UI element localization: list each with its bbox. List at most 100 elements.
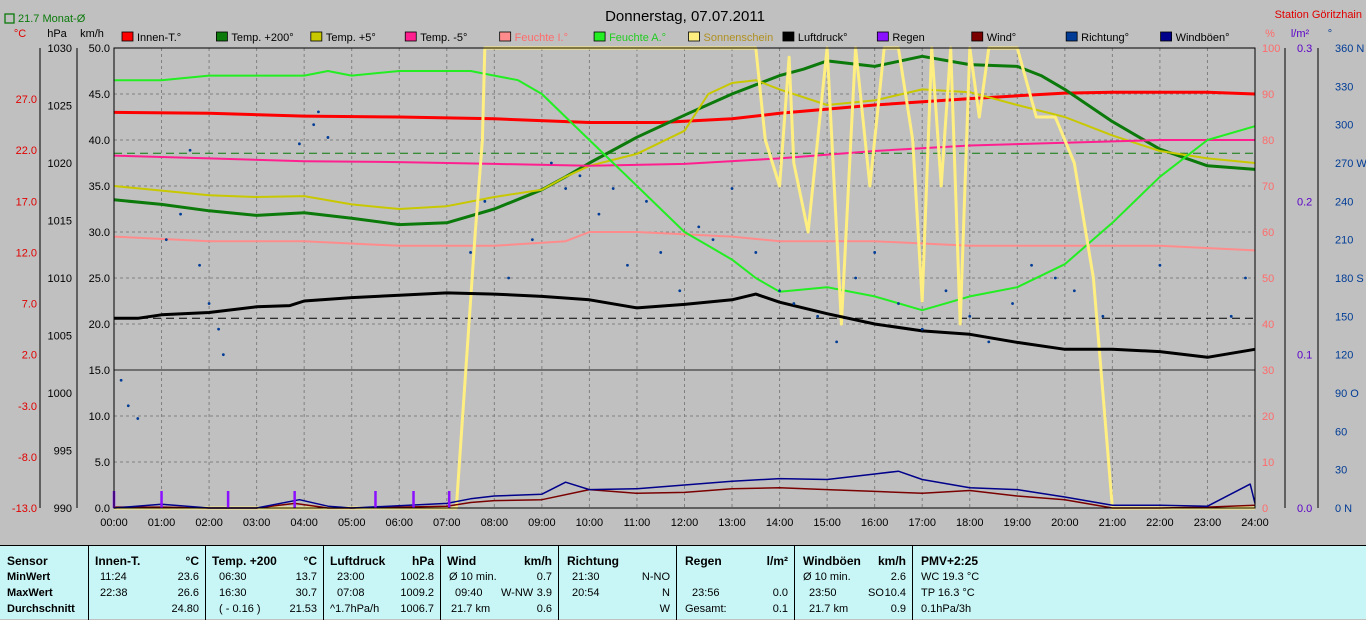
- tick-kmh: 45.0: [89, 89, 110, 101]
- stats-pmv: PMV+2:25 WC 19.3 °C TP 16.3 °C 0.1hPa/3h: [912, 546, 1030, 620]
- direction-point: [1011, 302, 1014, 305]
- direction-point: [626, 263, 629, 267]
- direction-point: [754, 251, 758, 254]
- direction-point: [678, 289, 682, 293]
- direction-point: [164, 238, 168, 242]
- stats-time: 20:54: [572, 587, 600, 599]
- stats-value: 2.6: [890, 571, 906, 583]
- row-label: MaxWert: [7, 587, 53, 599]
- series-temp-5: [113, 79, 1256, 210]
- legend-swatch: [971, 31, 984, 42]
- legend-swatch: [876, 31, 889, 42]
- tick-hpa: 1015: [48, 216, 72, 228]
- direction-point: [469, 251, 472, 254]
- stats-time: 07:08: [337, 587, 365, 599]
- stats-temp: Temp. +200 °C 06:30 13.7 16:30 30.7 ( - 0.1…: [205, 546, 323, 620]
- legend-swatch: [216, 31, 228, 42]
- legend-label: Luftdruck°: [798, 32, 848, 44]
- direction-point: [816, 314, 820, 318]
- axis-lines: [39, 48, 1319, 508]
- monthly-avg-label: 21.7 Monat-Ø: [18, 13, 86, 25]
- stats-unit: °C: [185, 554, 199, 568]
- stats-dir: SO: [868, 587, 884, 599]
- stats-header: Richtung: [567, 554, 619, 568]
- legend-swatch: [593, 31, 606, 42]
- direction-point: [944, 289, 948, 293]
- tick-x: 18:00: [956, 517, 984, 529]
- stats-value: 0.6: [536, 603, 552, 615]
- direction-point: [530, 238, 534, 242]
- unit-lm2: l/m²: [1291, 28, 1310, 40]
- stats-time: 23:00: [337, 571, 365, 583]
- tick-x: 19:00: [1004, 517, 1032, 529]
- tick-celsius: 12.0: [16, 247, 37, 259]
- stats-sensor: Sensor MinWert MaxWert Durchschnitt: [0, 546, 88, 620]
- unit-kmh: km/h: [80, 28, 104, 40]
- tick-degree: 360 N: [1335, 43, 1364, 55]
- stats-time: 09:40: [455, 587, 483, 599]
- stats-windboeen: Windböen km/h Ø 10 min. 2.6 23:50 SO 10.4 21…: [794, 546, 912, 620]
- stats-value: 0.1: [772, 603, 788, 615]
- stats-time: 23:56: [692, 587, 720, 599]
- tick-degree: 240: [1335, 196, 1353, 208]
- series-innen-t: [113, 90, 1256, 124]
- direction-point: [1101, 314, 1105, 318]
- legend-swatch: [688, 31, 700, 42]
- stats-unit: l/m²: [766, 554, 788, 568]
- series-windb-en: [113, 470, 1256, 509]
- stats-header: Temp. +200: [212, 554, 277, 568]
- stats-dir: W-NW: [501, 587, 534, 599]
- stats-value: 26.6: [177, 587, 199, 599]
- tick-degree: 150: [1335, 311, 1353, 323]
- stats-header: Luftdruck: [330, 554, 386, 568]
- tick-celsius: 22.0: [16, 145, 37, 157]
- stats-innen: Innen-T. °C 11:24 23.6 22:38 26.6 24.80: [88, 546, 205, 620]
- series-luftdruck: [114, 291, 1256, 359]
- tick-kmh: 25.0: [89, 273, 110, 285]
- stats-time: ( - 0.16 ): [219, 603, 261, 615]
- direction-point: [968, 314, 972, 318]
- stats-time: 06:30: [219, 571, 247, 583]
- station-name: Station Göritzhain: [1275, 9, 1362, 21]
- stats-time: Ø 10 min.: [449, 571, 497, 583]
- direction-point: [778, 289, 781, 293]
- tick-percent: 0: [1262, 503, 1268, 515]
- tick-x: 14:00: [766, 517, 794, 529]
- stats-value: N-NO: [641, 571, 670, 583]
- tick-lm2: 0.1: [1297, 350, 1312, 362]
- tick-percent: 80: [1262, 135, 1274, 147]
- stats-time: 22:38: [100, 587, 128, 599]
- stats-value: 1002.8: [400, 571, 434, 583]
- direction-point: [659, 251, 663, 254]
- legend: Innen-T.° Temp. +200° Temp. +5° Temp. -5° Fe…: [121, 31, 1230, 44]
- row-label: MinWert: [7, 571, 51, 583]
- weather-chart: Donnerstag, 07.07.2011 Station Göritzhai…: [4, 8, 1366, 529]
- tick-degree: 270 W: [1335, 158, 1366, 170]
- direction-point: [897, 302, 900, 305]
- tick-degree: 120: [1335, 350, 1353, 362]
- reference-lines: [114, 152, 1255, 371]
- direction-point: [1229, 314, 1233, 318]
- legend-swatch: [1065, 31, 1078, 42]
- tick-x: 08:00: [481, 517, 509, 529]
- tick-kmh: 50.0: [89, 43, 110, 55]
- stats-time: 21.7 km: [809, 603, 849, 615]
- legend-swatch: [310, 31, 323, 42]
- tick-x: 16:00: [861, 517, 889, 529]
- series-feuchte-a: [114, 70, 1256, 312]
- stats-time: 21.7 km: [451, 603, 491, 615]
- tick-percent: 60: [1262, 227, 1274, 239]
- direction-point: [1244, 276, 1247, 280]
- tick-celsius: 7.0: [22, 299, 37, 311]
- legend-label: Innen-T.°: [137, 32, 181, 44]
- stats-header: Sensor: [7, 554, 48, 568]
- tick-x: 01:00: [148, 517, 176, 529]
- legend-swatch: [499, 31, 512, 42]
- tick-degree: 0 N: [1335, 503, 1352, 515]
- tick-celsius: -13.0: [12, 503, 37, 515]
- direction-point: [597, 212, 601, 216]
- direction-point: [507, 276, 510, 280]
- direction-point: [711, 238, 715, 242]
- tick-x: 04:00: [290, 517, 318, 529]
- direction-point: [126, 404, 130, 408]
